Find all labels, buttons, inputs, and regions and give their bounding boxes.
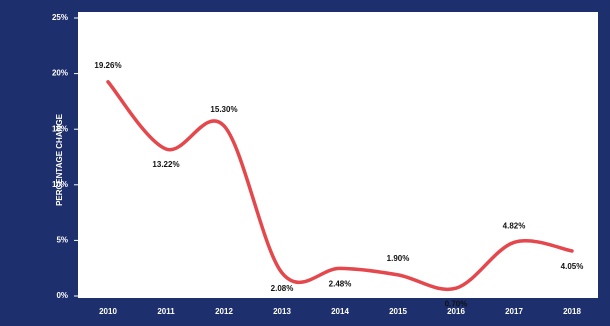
x-tick-label: 2012 bbox=[215, 307, 233, 316]
value-label: 15.30% bbox=[210, 105, 237, 114]
y-tick-label: 10% bbox=[52, 180, 68, 189]
x-tick-label: 2011 bbox=[157, 307, 175, 316]
value-label: 2.48% bbox=[329, 280, 352, 289]
x-tick-label: 2010 bbox=[99, 307, 117, 316]
y-tick-label: 5% bbox=[56, 236, 68, 245]
value-label: 19.26% bbox=[94, 61, 121, 70]
x-tick-label: 2013 bbox=[273, 307, 291, 316]
line bbox=[106, 80, 574, 292]
plot-area bbox=[78, 12, 598, 298]
y-tick-label: 15% bbox=[52, 124, 68, 133]
value-label: 0.70% bbox=[445, 299, 468, 308]
value-label: 13.22% bbox=[152, 160, 179, 169]
x-tick-label: 2016 bbox=[447, 307, 465, 316]
x-tick-label: 2015 bbox=[389, 307, 407, 316]
value-label: 4.82% bbox=[503, 222, 526, 231]
value-label: 1.90% bbox=[387, 254, 410, 263]
y-tick-label: 25% bbox=[52, 13, 68, 22]
y-tick-label: 20% bbox=[52, 69, 68, 78]
x-tick-label: 2018 bbox=[563, 307, 581, 316]
x-tick-label: 2017 bbox=[505, 307, 523, 316]
value-label: 4.05% bbox=[561, 262, 584, 271]
y-axis-title: PERCENTAGE CHANGE bbox=[55, 113, 64, 206]
x-tick-label: 2014 bbox=[331, 307, 349, 316]
y-tick-label: 0% bbox=[56, 291, 68, 300]
value-label: 2.08% bbox=[271, 284, 294, 293]
